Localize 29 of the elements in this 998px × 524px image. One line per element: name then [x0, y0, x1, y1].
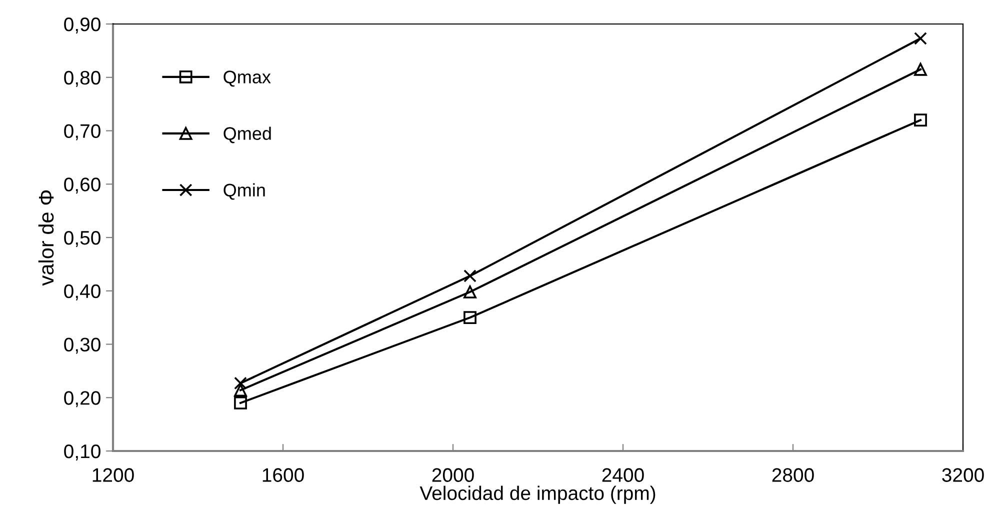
y-tick-label: 0,30	[64, 338, 100, 354]
point	[234, 384, 247, 397]
point	[234, 396, 247, 410]
point	[914, 114, 927, 127]
x-tick-label: 1600	[262, 468, 304, 482]
point	[464, 285, 476, 298]
x-axis-title: Velocidad de impacto (rpm)	[420, 486, 656, 504]
y-tick-label: 0,50	[64, 230, 100, 248]
legend-label: Qmax	[224, 70, 271, 87]
x-tick-label: 2800	[772, 468, 814, 482]
point	[914, 62, 927, 76]
y-tick-label: 0,20	[64, 391, 100, 408]
y-tick-label: 0,90	[64, 17, 100, 34]
point	[914, 32, 927, 45]
y-tick-label: 0,80	[64, 70, 100, 87]
x-tick-label: 1200	[92, 468, 134, 482]
x-tick-label: 2000	[432, 468, 474, 482]
x-tick-label: 2400	[602, 468, 644, 482]
x-tick-label: 3200	[942, 468, 984, 482]
legend-label: Qmin	[224, 183, 265, 200]
y-tick-label: 0,40	[64, 284, 100, 300]
y-tick-label: 0,60	[64, 178, 100, 194]
legend-label: Qmed	[224, 126, 271, 144]
y-tick-label: 0,10	[64, 444, 100, 461]
y-tick-label: 0,70	[64, 124, 100, 140]
point	[464, 269, 476, 282]
point	[234, 376, 247, 390]
y-axis-title: valor de Φ	[38, 190, 54, 286]
point	[464, 311, 476, 324]
